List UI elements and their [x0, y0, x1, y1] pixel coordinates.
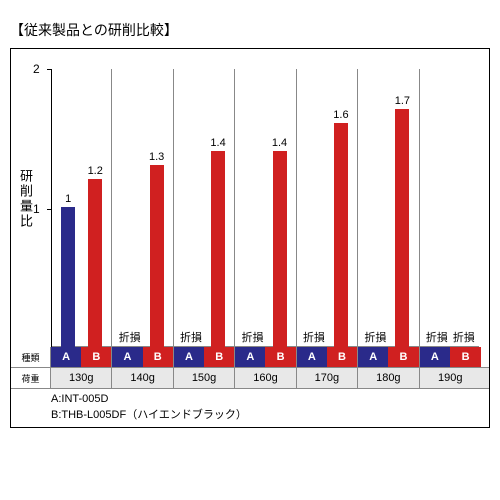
ab-cell-b: B [143, 347, 173, 367]
ab-group: AB [51, 347, 112, 367]
bar-b-label: 1.3 [142, 151, 172, 163]
legend-a: A:INT-005D [51, 392, 247, 407]
bar-a-label: 1 [53, 193, 83, 205]
bar-b: 1.7 [395, 109, 409, 347]
y-tick: 2 [33, 62, 40, 76]
ab-cell-b: B [81, 347, 111, 367]
ab-group: AB [235, 347, 296, 367]
y-tick: 1 [33, 202, 40, 216]
ab-cell-b: B [265, 347, 295, 367]
bar-group: 折損 1.3 [112, 69, 173, 347]
load-cell: 140g [112, 368, 173, 388]
bar-group: 折損 1.6 [297, 69, 358, 347]
ab-cell-b: B [327, 347, 357, 367]
bar-b-label: 1.6 [326, 109, 356, 121]
bar-b-label: 1.4 [265, 137, 295, 149]
ab-cell-a: A [51, 347, 81, 367]
broken-a: 折損 [364, 329, 386, 345]
ab-group: AB [112, 347, 173, 367]
y-axis-label: 研削量比 [16, 169, 35, 229]
legend-b: B:THB-L005DF（ハイエンドブラック） [51, 408, 247, 423]
bar-group: 折損 1.4 [235, 69, 296, 347]
ab-cell-b: B [204, 347, 234, 367]
ab-cell-b: B [388, 347, 418, 367]
broken-a: 折損 [303, 329, 325, 345]
chart: 研削量比 11.2折損1.3折損1.4折損1.4折損1.6折損1.7折損折損 種… [10, 48, 490, 428]
load-cell: 180g [358, 368, 419, 388]
bar-group: 折損 1.7 [358, 69, 419, 347]
load-cell: 160g [235, 368, 296, 388]
plot-area: 11.2折損1.3折損1.4折損1.4折損1.6折損1.7折損折損 [51, 69, 479, 347]
ab-group: AB [358, 347, 419, 367]
bar-b: 1.3 [150, 165, 164, 347]
kind-label: 種類 [11, 347, 51, 367]
ab-cell-a: A [420, 347, 451, 367]
bar-b: 1.2 [88, 179, 102, 347]
bar-b-label: 1.4 [203, 137, 233, 149]
bar-group: 11.2 [51, 69, 112, 347]
footer-table: 種類 ABABABABABABAB 荷重 130g140g150g160g170… [11, 347, 489, 387]
load-cell: 130g [51, 368, 112, 388]
ab-group: AB [297, 347, 358, 367]
legend: A:INT-005D B:THB-L005DF（ハイエンドブラック） [51, 392, 247, 423]
bar-b: 1.6 [334, 123, 348, 347]
ab-cell-a: A [297, 347, 327, 367]
load-cell: 150g [174, 368, 235, 388]
bar-b-label: 1.2 [80, 165, 110, 177]
load-cell: 170g [297, 368, 358, 388]
ab-group: AB [174, 347, 235, 367]
broken-a: 折損 [119, 329, 141, 345]
broken-a: 折損 [426, 329, 448, 345]
ab-cell-a: A [358, 347, 388, 367]
broken-a: 折損 [180, 329, 202, 345]
broken-a: 折損 [241, 329, 263, 345]
bar-b-label: 1.7 [387, 95, 417, 107]
bar-b: 1.4 [211, 151, 225, 347]
bar-b: 1.4 [273, 151, 287, 347]
chart-title: 【従来製品との研削比較】 [10, 20, 490, 40]
ab-group: AB [420, 347, 481, 367]
load-label: 荷重 [11, 368, 51, 388]
ab-cell-a: A [112, 347, 142, 367]
bar-group: 折損折損 [420, 69, 481, 347]
load-cell: 190g [420, 368, 481, 388]
broken-b: 折損 [453, 329, 475, 345]
bar-a: 1 [61, 207, 75, 347]
ab-cell-a: A [235, 347, 265, 367]
ab-cell-a: A [174, 347, 204, 367]
ab-cell-b: B [450, 347, 481, 367]
bar-group: 折損 1.4 [174, 69, 235, 347]
